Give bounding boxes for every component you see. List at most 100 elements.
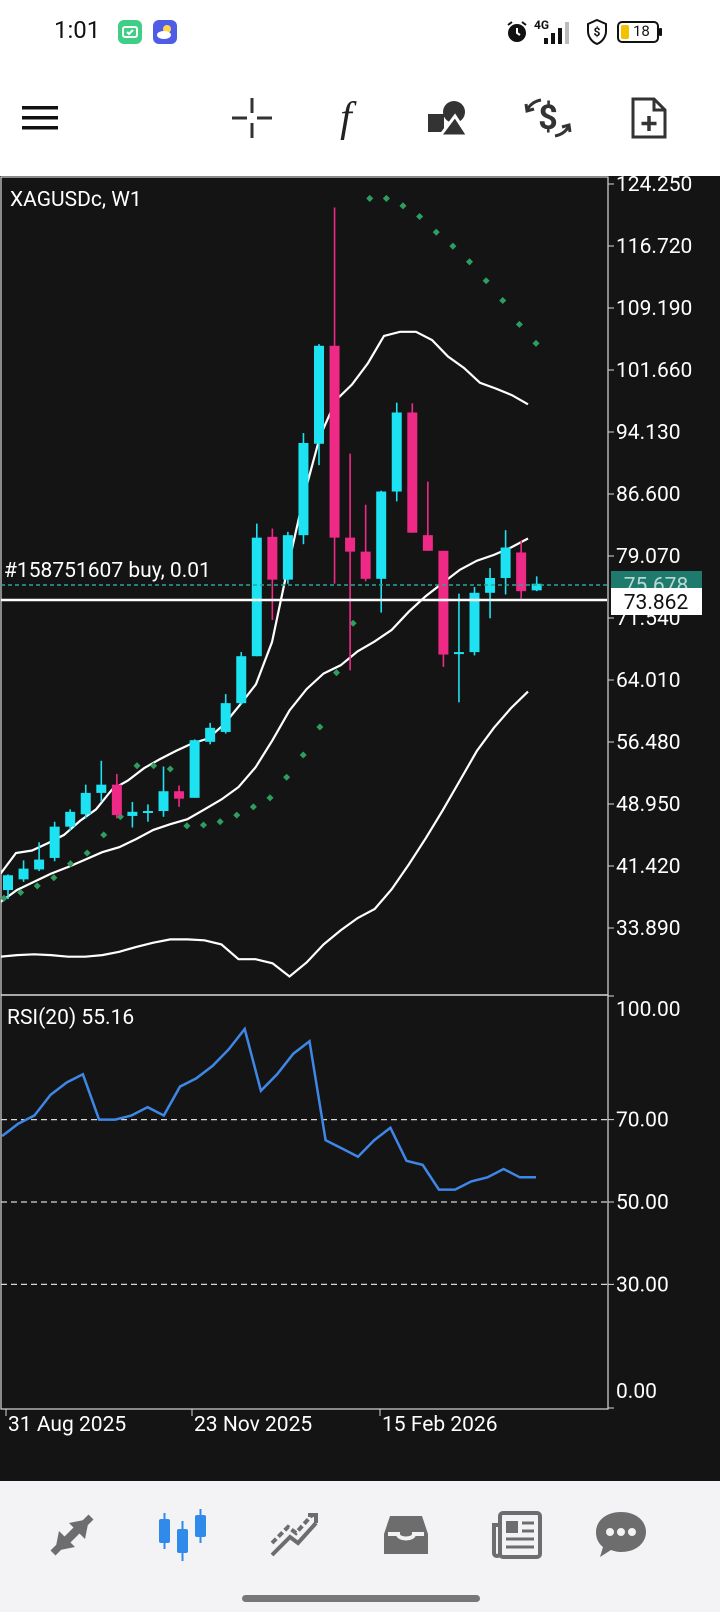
status-time: 1:01 [54,16,101,44]
rsi-level-label: 0.00 [616,1380,657,1404]
news-icon [492,1511,542,1559]
time-label: 15 Feb 2026 [382,1413,498,1437]
trade-icon: $ [524,98,572,138]
rsi-label: RSI(20) 55.16 [7,1006,134,1030]
sar-point [133,762,141,770]
rsi-level-label: 100.00 [616,998,681,1022]
sar-point [0,894,8,902]
candles [3,207,542,900]
indicators-icon: f [340,95,352,141]
sar-point [150,762,158,770]
nav-chat[interactable] [586,1505,656,1565]
candle-body [111,784,122,816]
order-label: #158751607 buy, 0.01 [4,559,211,583]
sar-point [499,296,507,305]
battery-level: 18 [633,22,650,40]
sar-point [233,811,241,819]
new-order-icon [631,97,667,139]
candle-body [531,583,542,591]
candle-body [516,552,527,592]
menu-button[interactable] [10,88,70,148]
candle-body [485,577,496,593]
sar-point [382,194,390,202]
bollinger-lower-line [1,690,529,978]
nav-news[interactable] [483,1505,553,1565]
message-app-icon [118,20,142,44]
parabolic-sar [0,194,540,902]
rsi-line [1,1026,536,1191]
candle-body [438,550,449,655]
sar-point [465,258,474,266]
candle-body [391,412,402,492]
sar-point [299,751,307,759]
sar-point [100,831,108,839]
candle-body [422,535,433,551]
candle-body [49,826,60,858]
candle-body [158,791,169,811]
nav-chart[interactable] [148,1505,218,1565]
rsi-level-label: 50.00 [616,1191,669,1215]
objects-button[interactable] [418,88,478,148]
candle-body [34,859,45,870]
candle-body [282,535,293,580]
sar-point [283,773,291,781]
price-label: 116.720 [616,235,692,259]
candle-body [251,537,262,657]
sar-point [249,803,257,811]
sar-point [66,860,75,868]
alarm-icon [507,21,527,42]
sar-point [449,242,457,250]
candle-body [220,703,231,732]
candle-body [314,345,324,444]
trade-button[interactable]: $ [518,88,578,148]
bollinger-bands [1,330,529,978]
price-label: 94.130 [616,421,681,445]
menu-icon [22,106,58,130]
sar-point [183,822,191,830]
chart-area[interactable]: 124.250 116.720 109.190 101.660 94.130 86.600… [0,173,720,1481]
inbox-icon [384,1516,428,1554]
time-label: 31 Aug 2025 [8,1413,126,1437]
indicators-button[interactable]: f [316,88,376,148]
nav-history[interactable] [371,1505,441,1565]
home-indicator[interactable] [242,1595,480,1602]
new-order-button[interactable] [619,88,679,148]
candle-body [360,551,371,579]
signal-icon [544,22,569,44]
sar-point [33,882,41,890]
svg-text:$: $ [538,98,558,138]
candle-body [407,412,418,533]
price-label: 109.190 [616,297,692,321]
sar-point [482,277,490,285]
sar-point [349,619,357,627]
sar-point [416,212,424,221]
nav-trade[interactable] [259,1505,329,1565]
symbol-label: XAGUSDc, W1 [10,188,142,212]
sar-point [50,874,58,882]
sar-point [199,821,208,829]
candle-body [298,442,309,536]
price-label: 41.420 [616,855,681,879]
sar-point [316,723,324,731]
candle-body [453,652,464,655]
sar-point [266,794,274,802]
nav-quotes[interactable] [37,1505,107,1565]
sar-point [532,339,540,347]
chat-bubble-icon [596,1512,646,1557]
candle-body [500,547,511,578]
sar-point [399,202,407,210]
chart-toolbar: f $ [0,66,720,176]
sar-point [366,194,374,202]
rsi-level-label: 70.00 [616,1109,669,1133]
candle-body [80,792,91,815]
trade-lines-icon [270,1513,318,1557]
candle-body [174,791,185,799]
sar-point [216,818,224,826]
price-label: 64.010 [616,669,681,693]
bollinger-upper-line [1,330,529,875]
time-label: 23 Nov 2025 [194,1413,312,1437]
chart-svg: 124.250 116.720 109.190 101.660 94.130 86.600… [0,173,702,1437]
bollinger-middle-line [1,537,529,904]
sar-point [17,888,25,897]
crosshair-button[interactable] [222,88,282,148]
